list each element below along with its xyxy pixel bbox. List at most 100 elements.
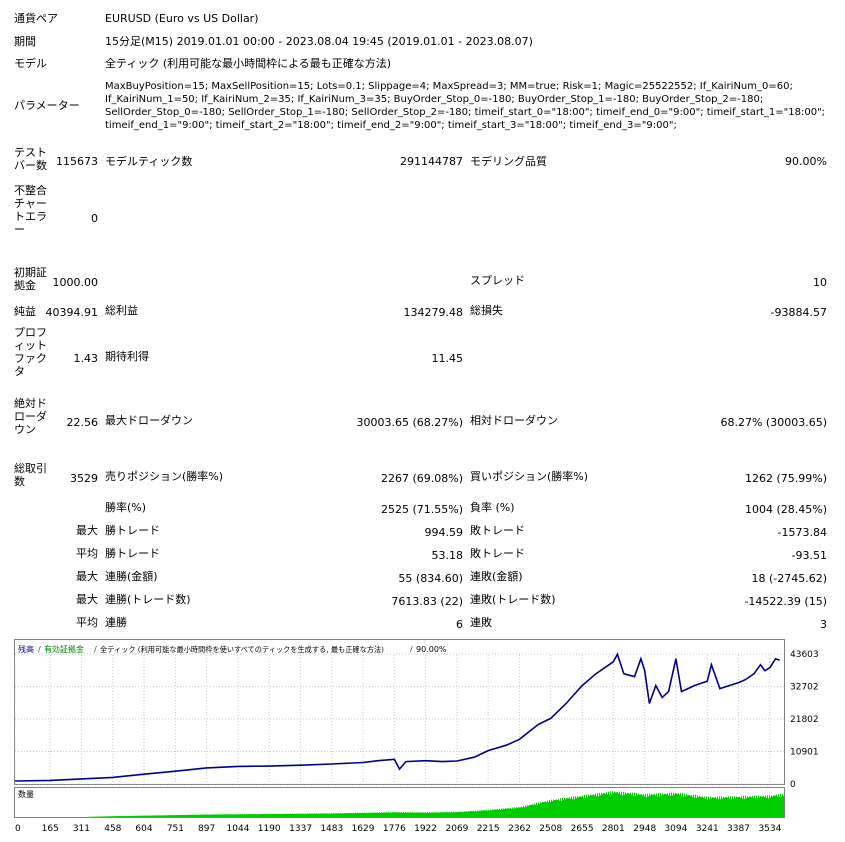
volume-bar xyxy=(168,815,169,817)
spread-label: スプレッド xyxy=(470,274,525,287)
volume-bar xyxy=(462,811,463,817)
gross-loss-value: -93884.57 xyxy=(707,306,827,319)
volume-bar xyxy=(112,816,113,817)
volume-bar xyxy=(410,812,411,817)
volume-bar xyxy=(310,814,311,817)
avg-word: 平均 xyxy=(76,547,98,560)
max-cons-losses-value: 18 (-2745.62) xyxy=(687,572,827,585)
volume-bar xyxy=(657,796,658,817)
volume-bar xyxy=(740,798,741,817)
volume-bar xyxy=(478,811,479,817)
volume-bar xyxy=(124,816,125,817)
volume-bar xyxy=(131,816,132,817)
volume-bar xyxy=(498,810,499,817)
volume-bar xyxy=(716,798,717,817)
volume-bar xyxy=(358,813,359,817)
volume-bar xyxy=(488,810,489,817)
volume-bar xyxy=(203,815,204,817)
volume-bar xyxy=(731,799,732,817)
volume-bar xyxy=(312,814,313,817)
volume-bar xyxy=(508,808,509,817)
volume-bar xyxy=(692,797,693,817)
volume-bar xyxy=(301,814,302,817)
spread-value: 10 xyxy=(727,276,827,289)
volume-bar xyxy=(769,795,770,817)
volume-bar xyxy=(621,792,622,817)
volume-bar xyxy=(528,806,529,817)
volume-bar xyxy=(273,814,274,817)
x-tick-label: 2362 xyxy=(508,824,531,834)
volume-bar xyxy=(447,812,448,817)
volume-bar xyxy=(108,816,109,817)
volume-bar xyxy=(146,816,147,817)
volume-bar xyxy=(107,816,108,817)
volume-bar xyxy=(180,815,181,817)
volume-bar xyxy=(415,813,416,817)
loss-rate-value: 1004 (28.45%) xyxy=(687,503,827,516)
volume-bar xyxy=(379,812,380,817)
volume-bar xyxy=(586,795,587,817)
volume-bar xyxy=(363,813,364,817)
volume-bar xyxy=(401,812,402,817)
volume-bar xyxy=(668,795,669,817)
volume-bar xyxy=(253,814,254,817)
volume-bar xyxy=(717,797,718,817)
volume-bar xyxy=(305,813,306,817)
volume-bar xyxy=(143,816,144,817)
volume-bar xyxy=(263,814,264,817)
volume-bar xyxy=(125,816,126,817)
volume-bar xyxy=(376,813,377,817)
volume-bar xyxy=(183,815,184,817)
volume-bar xyxy=(260,814,261,817)
volume-bar xyxy=(540,802,541,817)
volume-bar xyxy=(661,795,662,817)
volume-bar xyxy=(523,806,524,817)
volume-bar xyxy=(703,798,704,817)
volume-bar xyxy=(173,815,174,817)
volume-bar xyxy=(504,809,505,817)
volume-bar xyxy=(499,809,500,817)
volume-bar xyxy=(606,792,607,817)
volume-bar xyxy=(152,815,153,817)
volume-bar xyxy=(486,810,487,817)
volume-bar xyxy=(189,815,190,817)
volume-bar xyxy=(126,816,127,817)
volume-bar xyxy=(217,815,218,817)
volume-bar xyxy=(395,812,396,817)
volume-bar xyxy=(594,796,595,817)
volume-bar xyxy=(113,816,114,817)
volume-bar xyxy=(280,814,281,817)
volume-bar xyxy=(202,815,203,817)
volume-bar xyxy=(119,816,120,817)
volume-bar xyxy=(161,815,162,817)
volume-bar xyxy=(234,815,235,817)
volume-bar xyxy=(677,794,678,817)
volume-bar xyxy=(181,815,182,817)
avg-loss-value: -93.51 xyxy=(707,549,827,562)
legend-sep: / xyxy=(38,645,41,654)
expected-label: 期待利得 xyxy=(105,350,149,363)
y-tick-label: 0 xyxy=(790,780,796,790)
max-cons-profit-value: 7613.83 (22) xyxy=(340,595,463,608)
loss-rate-label: 負率 (%) xyxy=(470,501,515,514)
x-tick-label: 897 xyxy=(198,824,215,834)
volume-bar xyxy=(402,813,403,817)
volume-bar xyxy=(237,814,238,817)
volume-bar xyxy=(156,815,157,817)
volume-bar xyxy=(158,815,159,817)
volume-bar xyxy=(438,812,439,817)
rel-dd-label: 相対ドローダウン xyxy=(470,414,558,427)
volume-bar xyxy=(767,795,768,817)
volume-bar xyxy=(164,815,165,817)
volume-bar xyxy=(771,795,772,817)
volume-bar xyxy=(353,813,354,817)
volume-bar xyxy=(306,814,307,817)
volume-bar xyxy=(377,812,378,817)
volume-bar xyxy=(589,796,590,817)
volume-bar xyxy=(403,812,404,817)
volume-bar xyxy=(322,813,323,817)
volume-bar xyxy=(466,811,467,817)
volume-bar xyxy=(473,811,474,817)
volume-bar xyxy=(204,815,205,817)
volume-bar xyxy=(587,797,588,817)
